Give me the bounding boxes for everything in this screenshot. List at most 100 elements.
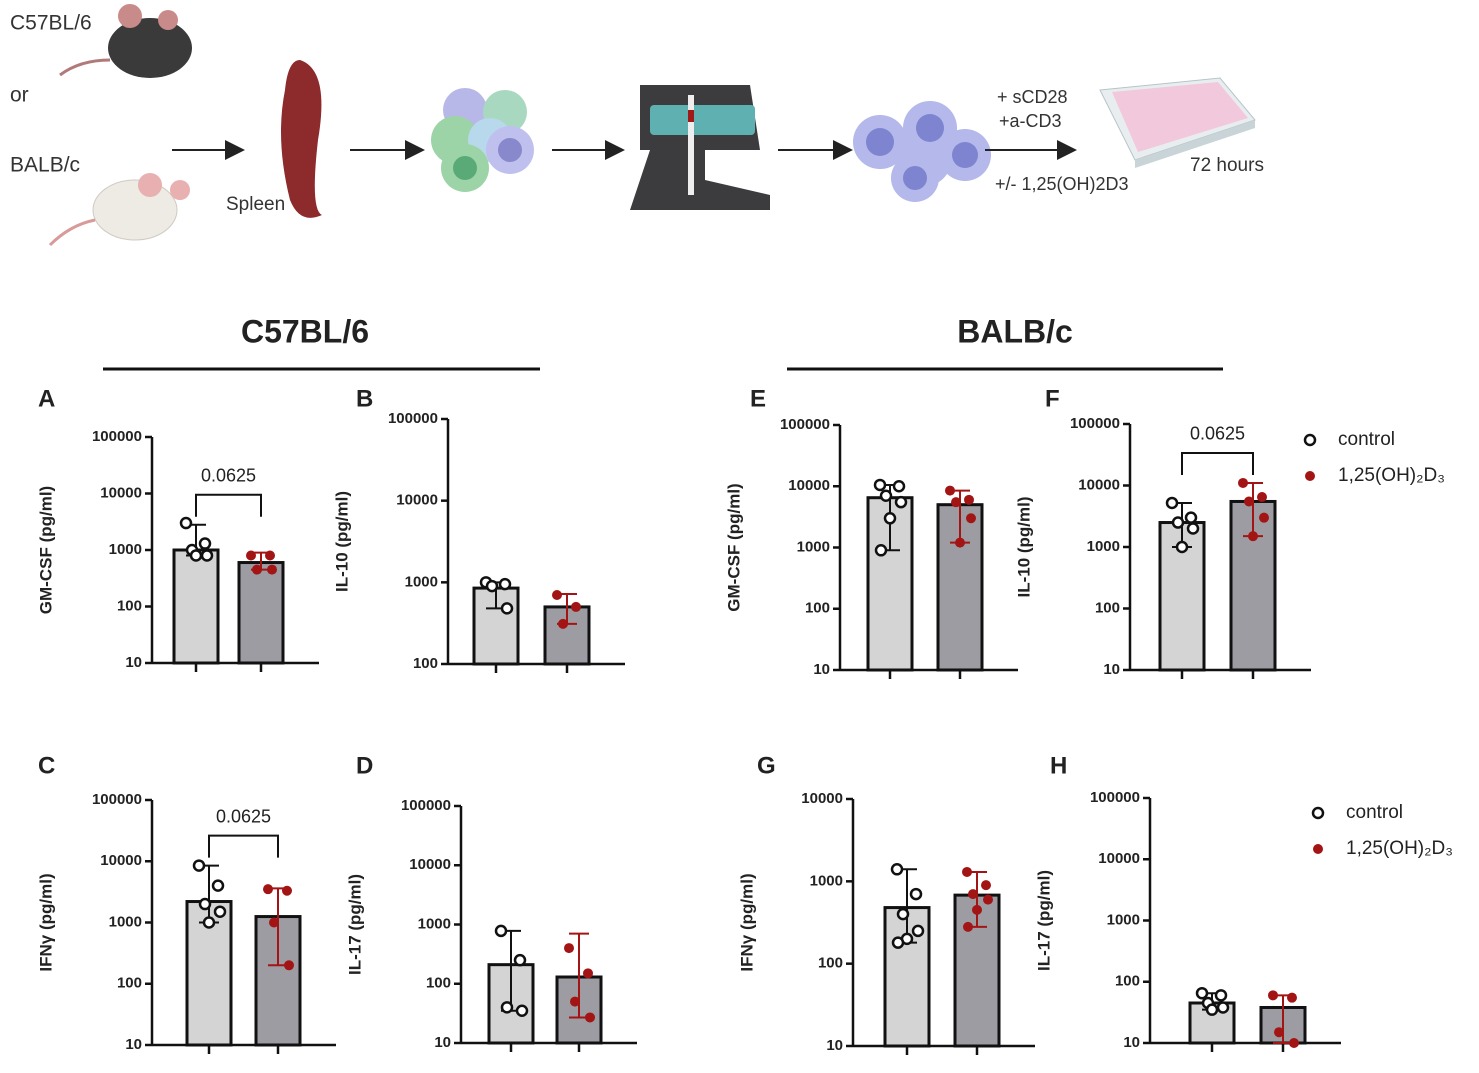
legend-label: control <box>1338 429 1395 450</box>
data-point <box>1287 992 1297 1003</box>
plate <box>1099 77 1256 168</box>
data-point <box>267 564 277 575</box>
strain-label: BALB/c <box>10 154 80 177</box>
data-point <box>1216 1001 1230 1014</box>
data-point <box>269 917 279 928</box>
significance-bracket <box>195 493 262 517</box>
data-point <box>1186 522 1200 535</box>
y-tick-label: 1000 <box>797 538 830 555</box>
y-tick-label: 10000 <box>409 856 451 873</box>
p-value: 0.0625 <box>201 465 256 485</box>
data-point <box>909 887 923 901</box>
panel: A GM-CSF (pg/ml) 10 100 1000 10000 100000 0.062… <box>36 385 319 672</box>
bar <box>172 548 220 665</box>
cell-mix <box>431 88 534 192</box>
y-tick-label: 100000 <box>780 416 830 433</box>
y-axis-label: IL-10 (pg/ml) <box>332 491 351 592</box>
y-tick-label: 10 <box>1103 661 1120 678</box>
data-point <box>583 968 593 979</box>
data-point <box>500 1001 514 1014</box>
panel: D IL-17 (pg/ml) 10 100 1000 10000 100000 <box>345 752 637 1052</box>
data-point <box>498 577 512 591</box>
y-tick-label: 10000 <box>100 852 142 869</box>
bar <box>237 561 285 665</box>
data-point <box>911 924 925 938</box>
data-point <box>189 549 203 562</box>
y-tick-label: 100000 <box>92 428 142 445</box>
y-tick-label: 100000 <box>92 791 142 808</box>
y-tick-label: 100 <box>1095 599 1120 616</box>
y-tick-label: 10 <box>434 1034 451 1051</box>
y-tick-label: 1000 <box>810 872 843 889</box>
stim-label: +a-CD3 <box>999 111 1062 131</box>
data-point <box>513 953 527 967</box>
data-point <box>485 579 499 593</box>
data-point <box>192 859 206 872</box>
mouse-dark <box>59 4 192 78</box>
y-tick-label: 10 <box>826 1037 843 1054</box>
y-axis-label: IL-10 (pg/ml) <box>1014 496 1033 597</box>
legend-label: control <box>1346 802 1403 823</box>
separator <box>630 85 770 210</box>
y-axis-label: IFNγ (pg/ml) <box>36 873 55 971</box>
y-axis-label: IL-17 (pg/ml) <box>1034 870 1053 971</box>
y-tick-label: 100 <box>117 975 142 992</box>
y-tick-label: 1000 <box>405 573 438 590</box>
data-point <box>894 495 908 509</box>
p-value: 0.0625 <box>216 806 271 826</box>
data-point <box>966 513 976 524</box>
organ-label: Spleen <box>226 194 285 215</box>
data-point <box>972 904 982 915</box>
data-point <box>200 549 214 562</box>
legend-label: 1,25(OH)₂D₃ <box>1346 838 1453 859</box>
y-tick-label: 10 <box>1123 1034 1140 1051</box>
y-tick-label: 100 <box>805 600 830 617</box>
data-point <box>892 480 906 493</box>
data-point <box>246 550 256 561</box>
panel: G IFNγ (pg/ml) 10 100 1000 10000 <box>737 752 1035 1055</box>
data-point <box>1184 511 1198 524</box>
data-point <box>963 921 973 932</box>
panel-letter: C <box>38 752 55 779</box>
y-axis-label: IFNγ (pg/ml) <box>737 873 756 971</box>
data-point <box>265 550 275 561</box>
p-value: 0.0625 <box>1190 424 1245 444</box>
panel-letter: F <box>1045 385 1060 412</box>
y-tick-label: 100 <box>426 975 451 992</box>
data-point <box>1165 496 1179 510</box>
group-title: C57BL/6 <box>241 313 369 349</box>
panel-letter: D <box>356 752 373 779</box>
data-point <box>962 866 972 877</box>
data-point <box>1171 516 1185 529</box>
data-point <box>968 889 978 900</box>
panel: H IL-17 (pg/ml) 10 100 1000 10000 100000 contro… <box>1034 752 1453 1052</box>
data-point <box>951 497 961 508</box>
panel: C IFNγ (pg/ml) 10 100 1000 10000 100000 0.0625 <box>36 752 336 1054</box>
data-point <box>202 916 216 929</box>
data-point <box>552 589 562 600</box>
data-point <box>873 478 887 492</box>
mouse-white <box>48 173 190 247</box>
data-point <box>955 537 965 548</box>
data-point <box>879 489 893 502</box>
legend-marker <box>1303 433 1317 447</box>
data-point <box>1257 492 1267 503</box>
data-point <box>981 880 991 891</box>
data-point <box>282 885 292 896</box>
legend-label: 1,25(OH)₂D₃ <box>1338 465 1445 486</box>
data-point <box>896 907 910 921</box>
data-point <box>1248 531 1258 542</box>
data-point <box>1175 540 1189 554</box>
data-point <box>874 544 888 557</box>
y-tick-label: 10000 <box>396 492 438 509</box>
data-point <box>564 943 574 954</box>
data-point <box>890 863 904 876</box>
bar <box>472 586 520 666</box>
data-point <box>1259 512 1269 523</box>
y-tick-label: 100 <box>117 597 142 614</box>
data-point <box>211 879 225 892</box>
data-point <box>964 494 974 505</box>
y-axis-label: GM-CSF (pg/ml) <box>36 486 55 614</box>
cells <box>853 101 991 202</box>
